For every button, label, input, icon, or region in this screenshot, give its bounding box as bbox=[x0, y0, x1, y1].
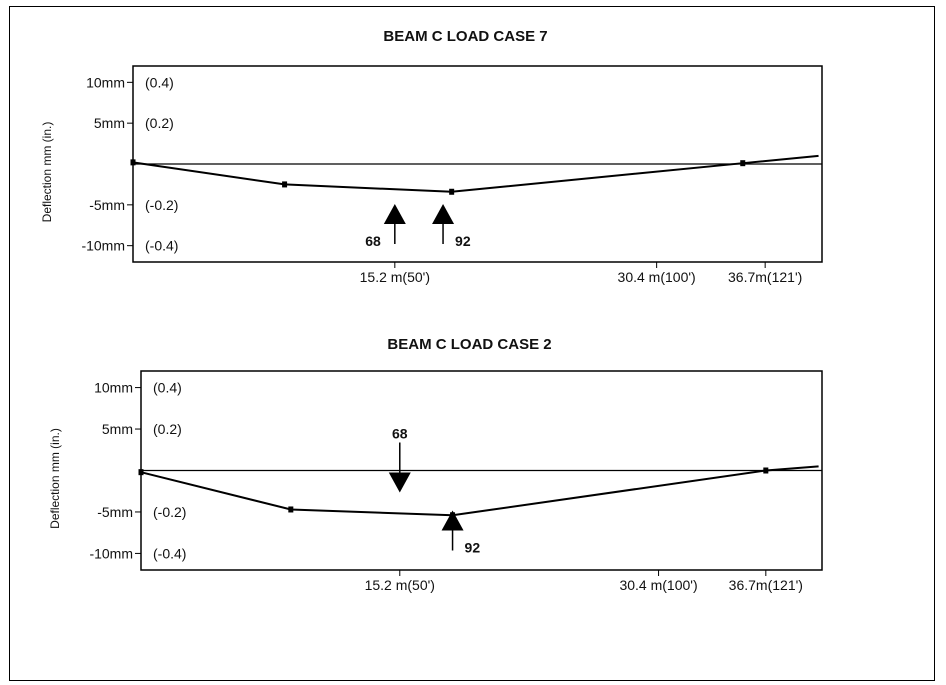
load-arrow-down bbox=[388, 472, 411, 493]
x-tick-label: 30.4 m(100') bbox=[618, 269, 696, 285]
x-tick-label: 36.7m(121') bbox=[728, 269, 802, 285]
load-arrow-label: 68 bbox=[392, 426, 408, 442]
chart-panel-load-case-2: BEAM C LOAD CASE 2 10mm (0.4) 5mm (0.2) -5mm (… bbox=[0, 318, 946, 618]
y-tick-label-mm: 5mm bbox=[94, 115, 125, 131]
chart-svg: BEAM C LOAD CASE 7 10mm (0.4) 5mm (0.2) -5mm (… bbox=[40, 28, 823, 285]
x-tick-label: 15.2 m(50') bbox=[360, 269, 430, 285]
deflection-line bbox=[140, 465, 819, 517]
chart-panel-load-case-7: BEAM C LOAD CASE 7 10mm (0.4) 5mm (0.2) -5mm (… bbox=[0, 0, 946, 300]
y-tick-label-in: (0.2) bbox=[145, 115, 174, 131]
load-arrow-label: 92 bbox=[465, 540, 481, 556]
y-tick-label-in: (0.4) bbox=[153, 380, 182, 396]
chart-title: BEAM C LOAD CASE 7 bbox=[383, 28, 547, 45]
x-tick-label: 15.2 m(50') bbox=[365, 577, 435, 593]
y-tick-label-mm: 10mm bbox=[94, 380, 133, 396]
y-tick-label-mm: 5mm bbox=[102, 421, 133, 437]
load-arrow-label: 92 bbox=[455, 233, 471, 249]
data-point bbox=[763, 467, 769, 474]
y-tick-label-mm: -10mm bbox=[81, 238, 125, 254]
data-point bbox=[449, 188, 455, 195]
y-tick-label-in: (-0.2) bbox=[145, 197, 178, 213]
chart-svg: BEAM C LOAD CASE 2 10mm (0.4) 5mm (0.2) -5mm (… bbox=[48, 336, 823, 593]
y-tick-label-in: (-0.4) bbox=[153, 545, 186, 561]
y-tick-label-in: (0.2) bbox=[153, 421, 182, 437]
y-axis-label: Deflection mm (in.) bbox=[40, 122, 54, 223]
data-point bbox=[138, 469, 144, 476]
data-point bbox=[288, 506, 294, 513]
data-point bbox=[282, 181, 288, 188]
x-tick-label: 30.4 m(100') bbox=[619, 577, 697, 593]
chart-title: BEAM C LOAD CASE 2 bbox=[387, 336, 551, 353]
load-arrow-up bbox=[441, 510, 464, 531]
y-tick-label-in: (-0.2) bbox=[153, 504, 186, 520]
figure-frame bbox=[9, 6, 935, 681]
data-point bbox=[740, 160, 746, 167]
y-tick-label-mm: 10mm bbox=[86, 74, 125, 90]
load-arrow-up bbox=[383, 204, 406, 224]
y-tick-label-in: (-0.4) bbox=[145, 238, 178, 254]
load-arrow-up bbox=[432, 204, 455, 224]
y-axis-label: Deflection mm (in.) bbox=[48, 428, 62, 529]
load-arrow-label: 68 bbox=[365, 233, 381, 249]
deflection-line bbox=[132, 154, 819, 193]
data-point bbox=[130, 159, 136, 166]
y-tick-label-mm: -5mm bbox=[89, 197, 125, 213]
y-tick-label-mm: -10mm bbox=[89, 545, 133, 561]
x-tick-label: 36.7m(121') bbox=[729, 577, 803, 593]
y-tick-label-in: (0.4) bbox=[145, 74, 174, 90]
y-tick-label-mm: -5mm bbox=[97, 504, 133, 520]
